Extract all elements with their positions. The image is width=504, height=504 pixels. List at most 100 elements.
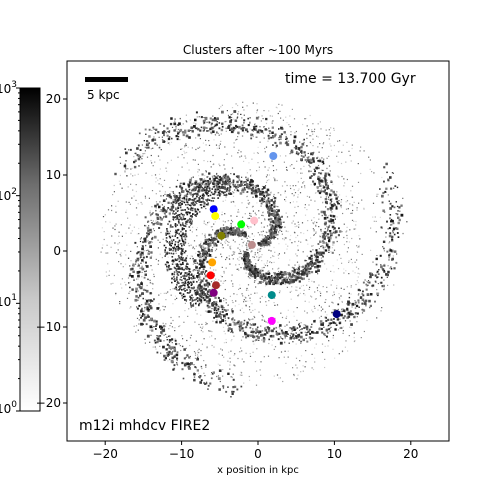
density-speck bbox=[231, 155, 233, 157]
density-speck bbox=[280, 194, 282, 196]
density-speck bbox=[279, 290, 281, 292]
spiral-arm-speck bbox=[253, 265, 257, 269]
density-speck bbox=[169, 325, 171, 327]
spiral-arm-speck bbox=[151, 300, 154, 302]
spiral-arm-speck bbox=[137, 296, 140, 299]
dense-arc-speck bbox=[176, 218, 179, 220]
spiral-arm-speck bbox=[332, 208, 334, 210]
spiral-arm-speck bbox=[192, 188, 196, 192]
spiral-arm-speck bbox=[245, 176, 247, 179]
spiral-arm-speck bbox=[243, 322, 245, 325]
density-speck bbox=[167, 351, 169, 353]
dense-arc-speck bbox=[171, 235, 174, 237]
spiral-arm-speck bbox=[247, 179, 249, 182]
spiral-arm-speck bbox=[245, 183, 249, 186]
density-speck bbox=[238, 323, 240, 326]
density-speck bbox=[210, 166, 212, 168]
density-speck bbox=[256, 292, 258, 294]
dense-arc-speck bbox=[175, 269, 178, 272]
spiral-arm-speck bbox=[264, 239, 267, 242]
density-speck bbox=[180, 349, 182, 352]
spiral-arm-speck bbox=[163, 217, 164, 219]
density-speck bbox=[309, 114, 311, 117]
spiral-arm-speck bbox=[255, 116, 259, 120]
density-speck bbox=[252, 210, 254, 212]
spiral-arm-speck bbox=[171, 205, 175, 209]
density-speck bbox=[339, 140, 341, 142]
spiral-arm-speck bbox=[255, 269, 258, 271]
spiral-arm-speck bbox=[148, 305, 152, 308]
density-speck bbox=[232, 283, 234, 285]
density-speck bbox=[345, 340, 347, 342]
density-speck bbox=[185, 236, 187, 239]
spiral-arm-speck bbox=[196, 281, 198, 283]
spiral-arm-speck bbox=[204, 256, 207, 259]
spiral-arm-speck bbox=[168, 335, 171, 338]
spiral-arm-speck bbox=[244, 189, 246, 191]
density-speck bbox=[298, 188, 300, 190]
spiral-arm-speck bbox=[181, 191, 183, 193]
spiral-arm-speck bbox=[348, 296, 351, 299]
density-speck bbox=[194, 321, 196, 323]
density-speck bbox=[333, 144, 335, 147]
density-speck bbox=[278, 232, 280, 234]
density-speck bbox=[157, 155, 160, 157]
density-speck bbox=[311, 245, 313, 247]
density-speck bbox=[239, 309, 241, 311]
spiral-arm-speck bbox=[311, 330, 314, 334]
density-speck bbox=[284, 283, 286, 285]
density-speck bbox=[218, 353, 220, 355]
spiral-arm-speck bbox=[142, 241, 144, 244]
density-speck bbox=[213, 241, 216, 243]
dense-arc-speck bbox=[206, 188, 208, 191]
density-speck bbox=[389, 241, 391, 243]
colorbar-ticks bbox=[16, 87, 20, 412]
spiral-arm-speck bbox=[300, 329, 302, 331]
density-speck bbox=[189, 216, 191, 219]
spiral-arm-speck bbox=[208, 295, 211, 297]
spiral-arm-speck bbox=[329, 206, 333, 210]
density-speck bbox=[227, 220, 230, 222]
density-speck bbox=[155, 348, 157, 350]
density-speck bbox=[348, 273, 350, 275]
density-speck bbox=[189, 224, 192, 226]
spiral-arm-speck bbox=[244, 331, 247, 335]
spiral-arm-speck bbox=[361, 309, 363, 311]
density-speck bbox=[172, 288, 174, 290]
spiral-arm-speck bbox=[204, 288, 208, 291]
spiral-arm-speck bbox=[393, 226, 395, 228]
density-speck bbox=[158, 173, 161, 175]
spiral-arm-speck bbox=[369, 304, 372, 307]
density-speck bbox=[257, 252, 259, 254]
spiral-arm-speck bbox=[260, 244, 263, 246]
spiral-arm-speck bbox=[237, 233, 240, 237]
density-speck bbox=[220, 140, 222, 142]
spiral-arm-speck bbox=[144, 307, 146, 309]
spiral-arm-speck bbox=[361, 299, 363, 301]
density-speck bbox=[302, 251, 304, 253]
density-speck bbox=[235, 264, 237, 266]
spiral-arm-speck bbox=[169, 195, 172, 199]
spiral-arm-speck bbox=[144, 316, 147, 320]
density-speck bbox=[320, 292, 322, 294]
spiral-arm-speck bbox=[301, 328, 303, 330]
density-speck bbox=[306, 195, 308, 197]
density-speck bbox=[326, 268, 328, 270]
spiral-arm-speck bbox=[136, 252, 138, 255]
density-speck bbox=[339, 327, 341, 329]
density-speck bbox=[311, 129, 313, 131]
density-speck bbox=[268, 342, 270, 345]
spiral-arm-speck bbox=[276, 221, 279, 225]
spiral-arm-speck bbox=[173, 347, 176, 351]
density-speck bbox=[249, 121, 251, 123]
density-speck bbox=[312, 311, 314, 313]
spiral-arm-speck bbox=[313, 182, 316, 186]
spiral-arm-speck bbox=[271, 131, 274, 134]
spiral-arm-speck bbox=[163, 134, 165, 137]
density-speck bbox=[152, 228, 155, 230]
density-speck bbox=[289, 291, 291, 293]
spiral-arm-speck bbox=[255, 184, 258, 187]
density-speck bbox=[260, 222, 263, 224]
spiral-arm-speck bbox=[148, 225, 150, 227]
spiral-arm-speck bbox=[385, 273, 388, 276]
